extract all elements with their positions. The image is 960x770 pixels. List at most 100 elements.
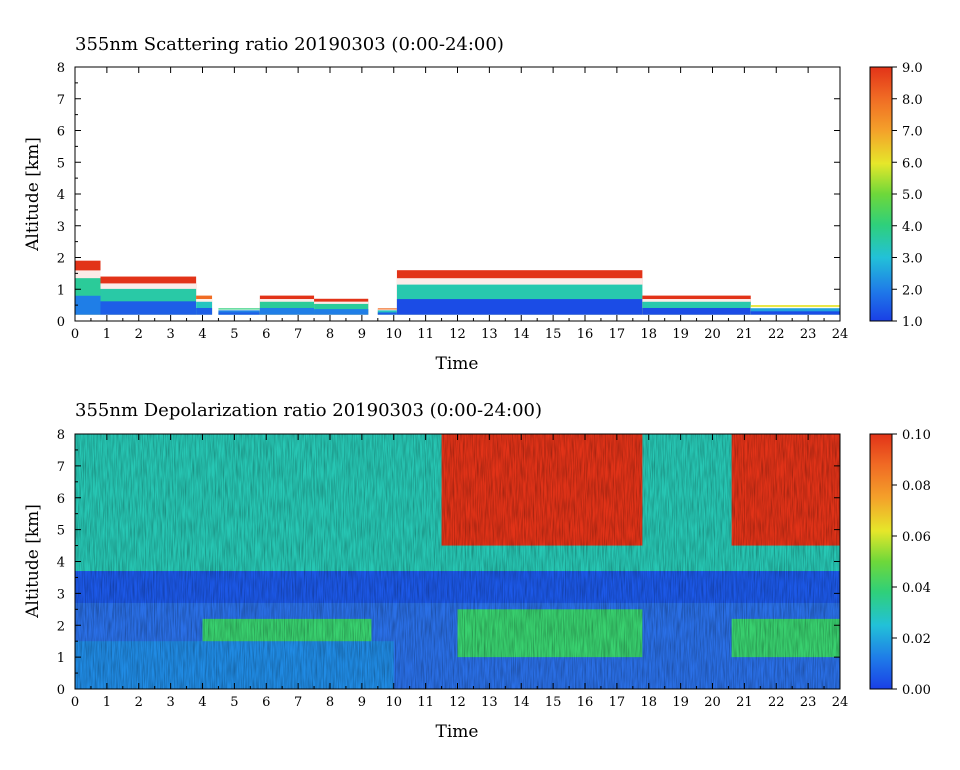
colorbar-tick-label: 0.06 — [902, 530, 931, 545]
x-tick-label: 19 — [672, 695, 689, 710]
aerosol-layer — [642, 295, 751, 315]
aerosol-layer — [218, 308, 260, 315]
colorbar-ticks: 0.00 0.02 0.04 0.06 0.08 0.10 — [892, 428, 931, 698]
y-tick-label: 8 — [57, 428, 65, 443]
depolarization-ratio-panel: 355nm Depolarization ratio 20190303 (0:0… — [23, 400, 931, 742]
y-tick-label: 1 — [57, 651, 65, 666]
x-tick-label: 11 — [417, 695, 434, 710]
colorbar — [869, 433, 893, 690]
colorbar-tick-label: 8.0 — [902, 93, 923, 108]
noise-overlay — [75, 434, 840, 689]
scattering-ratio-panel: 355nm Scattering ratio 20190303 (0:00-24… — [23, 34, 923, 374]
x-tick-label: 21 — [736, 695, 753, 710]
colorbar-tick-label: 4.0 — [902, 220, 923, 235]
y-tick-label: 0 — [57, 315, 65, 330]
x-tick-label: 8 — [326, 327, 334, 342]
x-tick-label: 18 — [640, 695, 657, 710]
colorbar-tick-label: 6.0 — [902, 156, 923, 171]
y-tick-label: 4 — [57, 188, 65, 203]
x-tick-label: 2 — [135, 327, 143, 342]
x-tick-label: 14 — [513, 327, 530, 342]
colorbar-ticks: 1.0 2.0 3.0 4.0 5.0 6.0 7.0 8.0 9.0 — [892, 61, 923, 330]
y-axis-label: Altitude [km] — [23, 504, 43, 619]
x-tick-label: 15 — [545, 695, 562, 710]
y-tick-label: 6 — [57, 125, 65, 140]
colorbar-tick-label: 0.00 — [902, 683, 931, 698]
colorbar-tick-label: 0.10 — [902, 428, 931, 443]
x-tick-label: 7 — [294, 695, 302, 710]
aerosol-layer — [314, 298, 369, 315]
heatmap-features — [75, 260, 840, 315]
x-tick-label: 5 — [230, 327, 238, 342]
x-tick-label: 15 — [545, 327, 562, 342]
x-axis-label: Time — [436, 722, 479, 742]
x-tick-label: 12 — [449, 695, 466, 710]
y-tick-label: 2 — [57, 252, 65, 267]
x-tick-label: 19 — [672, 327, 689, 342]
layer-base — [314, 309, 369, 315]
x-tick-label: 9 — [358, 695, 366, 710]
colorbar-tick-label: 0.04 — [902, 581, 931, 596]
x-tick-label: 4 — [198, 327, 206, 342]
x-tick-label: 20 — [704, 695, 721, 710]
x-tick-label: 9 — [358, 327, 366, 342]
x-tick-label: 20 — [704, 327, 721, 342]
x-tick-label: 12 — [449, 327, 466, 342]
y-tick-label: 6 — [57, 492, 65, 507]
x-tick-label: 23 — [800, 327, 817, 342]
x-tick-label: 3 — [166, 695, 174, 710]
layer-base — [750, 311, 840, 315]
chart-title: 355nm Depolarization ratio 20190303 (0:0… — [75, 400, 542, 421]
layer-base — [196, 307, 213, 315]
x-tick-label: 24 — [832, 695, 849, 710]
y-axis-label: Altitude [km] — [23, 137, 43, 252]
x-tick-label: 22 — [768, 327, 785, 342]
x-tick-label: 24 — [832, 327, 849, 342]
y-tick-label: 8 — [57, 61, 65, 76]
y-tick-label: 7 — [57, 93, 65, 108]
aerosol-layer — [196, 295, 213, 315]
x-tick-label: 1 — [103, 327, 111, 342]
y-tick-label: 1 — [57, 283, 65, 298]
y-tick-label: 4 — [57, 556, 65, 571]
x-tick-label: 13 — [481, 695, 498, 710]
x-tick-label: 2 — [135, 695, 143, 710]
colorbar-tick-label: 9.0 — [902, 61, 923, 76]
colorbar-tick-label: 3.0 — [902, 252, 923, 267]
colorbar-tick-label: 1.0 — [902, 315, 923, 330]
colorbar-tick-label: 2.0 — [902, 283, 923, 298]
x-tick-label: 17 — [609, 695, 626, 710]
heatmap-area — [75, 67, 840, 321]
heatmap-area — [75, 434, 840, 689]
x-tick-label: 18 — [640, 327, 657, 342]
x-tick-label: 6 — [262, 327, 270, 342]
chart-title: 355nm Scattering ratio 20190303 (0:00-24… — [75, 34, 504, 55]
x-tick-label: 5 — [230, 695, 238, 710]
x-tick-label: 21 — [736, 327, 753, 342]
layer-base — [75, 295, 101, 315]
aerosol-layer — [750, 305, 840, 315]
aerosol-layer — [396, 270, 643, 315]
x-tick-label: 6 — [262, 695, 270, 710]
x-tick-label: 16 — [577, 327, 594, 342]
colorbar-tick-label: 7.0 — [902, 125, 923, 140]
x-tick-label: 10 — [385, 695, 402, 710]
y-tick-label: 3 — [57, 220, 65, 235]
colorbar — [869, 66, 893, 322]
colorbar-tick-label: 0.08 — [902, 479, 931, 494]
x-tick-label: 8 — [326, 695, 334, 710]
y-tick-label: 3 — [57, 587, 65, 602]
aerosol-layer — [100, 276, 197, 315]
layer-base — [396, 299, 643, 315]
x-tick-label: 23 — [800, 695, 817, 710]
x-tick-label: 0 — [71, 327, 79, 342]
layer-base — [259, 307, 315, 315]
y-tick-label: 7 — [57, 460, 65, 475]
layer-base — [100, 301, 197, 315]
layer-base — [642, 307, 751, 315]
aerosol-layer — [377, 308, 397, 315]
y-tick-label: 0 — [57, 683, 65, 698]
x-tick-label: 1 — [103, 695, 111, 710]
x-tick-label: 0 — [71, 695, 79, 710]
colorbar-tick-label: 0.02 — [902, 632, 931, 647]
